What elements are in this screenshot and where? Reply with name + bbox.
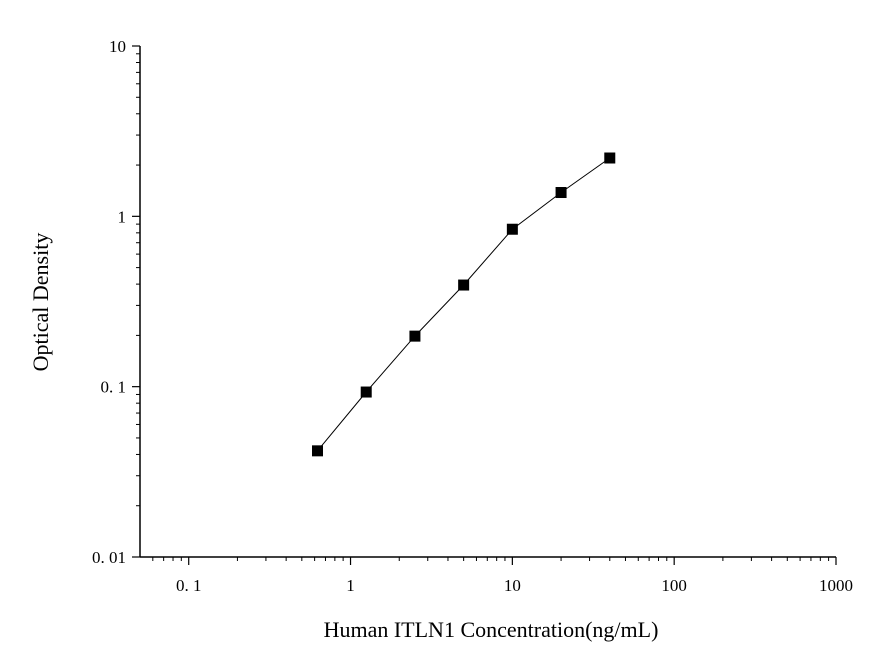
data-point (555, 187, 567, 199)
major-ticks (132, 45, 837, 565)
data-point (506, 223, 518, 235)
data-point (312, 445, 324, 457)
data-point (409, 330, 421, 342)
series-line (317, 157, 611, 452)
y-axis-title: Optical Density (28, 233, 53, 372)
data-points (312, 152, 616, 457)
x-tick-label: 10 (504, 576, 521, 595)
x-tick-label: 1000 (819, 576, 853, 595)
y-tick-label: 1 (118, 207, 127, 226)
data-point (604, 152, 616, 164)
x-tick-labels: 0. 1 1 10 100 1000 (176, 576, 853, 595)
y-tick-label: 10 (109, 37, 126, 56)
x-tick-label: 0. 1 (176, 576, 202, 595)
x-tick-label: 1 (346, 576, 355, 595)
y-tick-labels: 0. 01 0. 1 1 10 (92, 37, 126, 567)
x-tick-label: 100 (661, 576, 687, 595)
data-point (360, 386, 372, 398)
y-tick-label: 0. 1 (101, 378, 127, 397)
data-point (458, 279, 470, 291)
x-axis-title: Human ITLN1 Concentration(ng/mL) (324, 617, 659, 642)
y-tick-label: 0. 01 (92, 548, 126, 567)
